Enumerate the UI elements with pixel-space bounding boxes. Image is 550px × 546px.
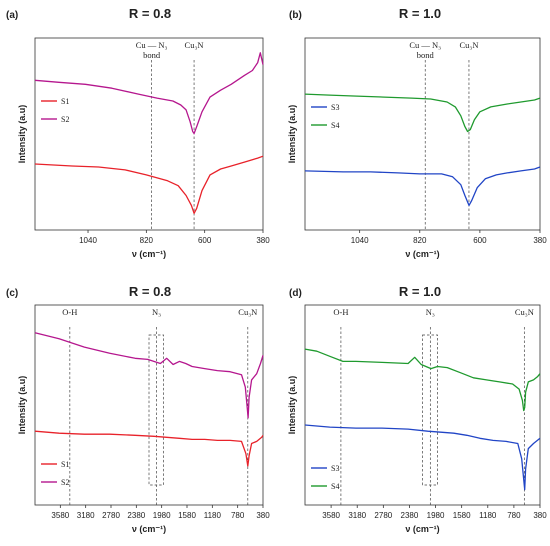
x-tick-label: 3580 (322, 511, 340, 520)
x-tick-label: 820 (413, 236, 427, 245)
x-axis-label: ν (cm⁻¹) (132, 249, 166, 259)
panel-label: (c) (6, 288, 18, 299)
x-tick-label: 2780 (102, 511, 120, 520)
x-axis-label: ν (cm⁻¹) (132, 524, 166, 534)
series-line-S1 (34, 155, 264, 214)
panel-label: (a) (6, 10, 18, 21)
x-tick-label: 600 (473, 236, 487, 245)
annotation-label-line2: bond (143, 50, 161, 60)
x-tick-label: 2780 (374, 511, 392, 520)
annotation-label-line2: bond (417, 50, 435, 60)
chart-title: R = 1.0 (399, 6, 441, 21)
annotation-label: Cu₃N (459, 40, 478, 50)
x-tick-label: 380 (256, 511, 270, 520)
annotation-label: Cu₃N (238, 307, 257, 317)
chart-panel-3: (c) R = 0.8 3580 3180 2780 2380 1980 1580 1180 78… (6, 284, 270, 534)
legend-label-S4: S4 (331, 121, 339, 130)
plot-frame (34, 37, 264, 231)
series-line-S2 (34, 332, 264, 419)
x-axis-label: ν (cm⁻¹) (405, 249, 439, 259)
legend-label-S4: S4 (331, 482, 339, 491)
legend-label-S2: S2 (61, 115, 69, 124)
chart-title: R = 0.8 (129, 284, 171, 299)
n3-region-box (422, 334, 438, 486)
series-line-S3 (304, 166, 541, 207)
x-tick-label: 820 (140, 236, 154, 245)
x-tick-label: 2380 (401, 511, 419, 520)
series-line-S2 (34, 52, 264, 135)
plot-frame (34, 304, 264, 506)
y-axis-label: Intensity (a.u) (17, 105, 27, 164)
legend-label-S1: S1 (61, 460, 69, 469)
x-tick-label: 1040 (79, 236, 97, 245)
x-tick-label: 3180 (77, 511, 95, 520)
x-tick-label: 1180 (204, 511, 222, 520)
annotation-label: Cu — N₃ (136, 40, 168, 50)
panel-label: (b) (289, 10, 302, 21)
annotation-label: Cu₃N (185, 40, 204, 50)
legend-label-S3: S3 (331, 103, 339, 112)
annotation-label: O-H (333, 307, 348, 317)
legend-label-S2: S2 (61, 478, 69, 487)
plot-frame (304, 304, 541, 506)
annotation-label: Cu — N₃ (409, 40, 441, 50)
x-tick-label: 780 (231, 511, 245, 520)
n3-region-box (148, 334, 164, 486)
series-line-S1 (34, 430, 264, 467)
x-tick-label: 1580 (453, 511, 471, 520)
series-line-S4 (304, 348, 541, 412)
x-axis-label: ν (cm⁻¹) (405, 524, 439, 534)
x-tick-label: 380 (533, 511, 547, 520)
x-tick-label: 3580 (51, 511, 69, 520)
x-tick-label: 1980 (153, 511, 171, 520)
annotation-label: N₃ (426, 307, 435, 317)
y-axis-label: Intensity (a.u) (287, 105, 297, 164)
series-line-S3 (304, 424, 541, 491)
chart-panel-4: (d) R = 1.0 3580 3180 2780 2380 1980 1580 1180 78… (287, 284, 547, 534)
x-tick-label: 1980 (427, 511, 445, 520)
x-tick-label: 2380 (127, 511, 145, 520)
legend-label-S3: S3 (331, 464, 339, 473)
chart-title: R = 1.0 (399, 284, 441, 299)
chart-panel-2: (b) R = 1.0 1040 820 600 380 ν (cm⁻¹) Intensity… (287, 6, 547, 259)
x-tick-label: 3180 (348, 511, 366, 520)
y-axis-label: Intensity (a.u) (287, 376, 297, 435)
annotation-label: Cu₃N (515, 307, 534, 317)
chart-title: R = 0.8 (129, 6, 171, 21)
panel-label: (d) (289, 288, 302, 299)
annotation-label: O-H (62, 307, 77, 317)
x-tick-label: 380 (533, 236, 547, 245)
annotation-label: N₃ (152, 307, 161, 317)
plot-frame (304, 37, 541, 231)
x-tick-label: 380 (256, 236, 270, 245)
x-tick-label: 600 (198, 236, 212, 245)
series-line-S4 (304, 93, 541, 133)
x-tick-label: 780 (507, 511, 521, 520)
y-axis-label: Intensity (a.u) (17, 376, 27, 435)
x-tick-label: 1040 (351, 236, 369, 245)
x-tick-label: 1580 (178, 511, 196, 520)
x-tick-label: 1180 (479, 511, 497, 520)
chart-panel-1: (a) R = 0.8 1040 820 600 380 ν (cm⁻¹) Intensity… (6, 6, 270, 259)
legend-label-S1: S1 (61, 97, 69, 106)
